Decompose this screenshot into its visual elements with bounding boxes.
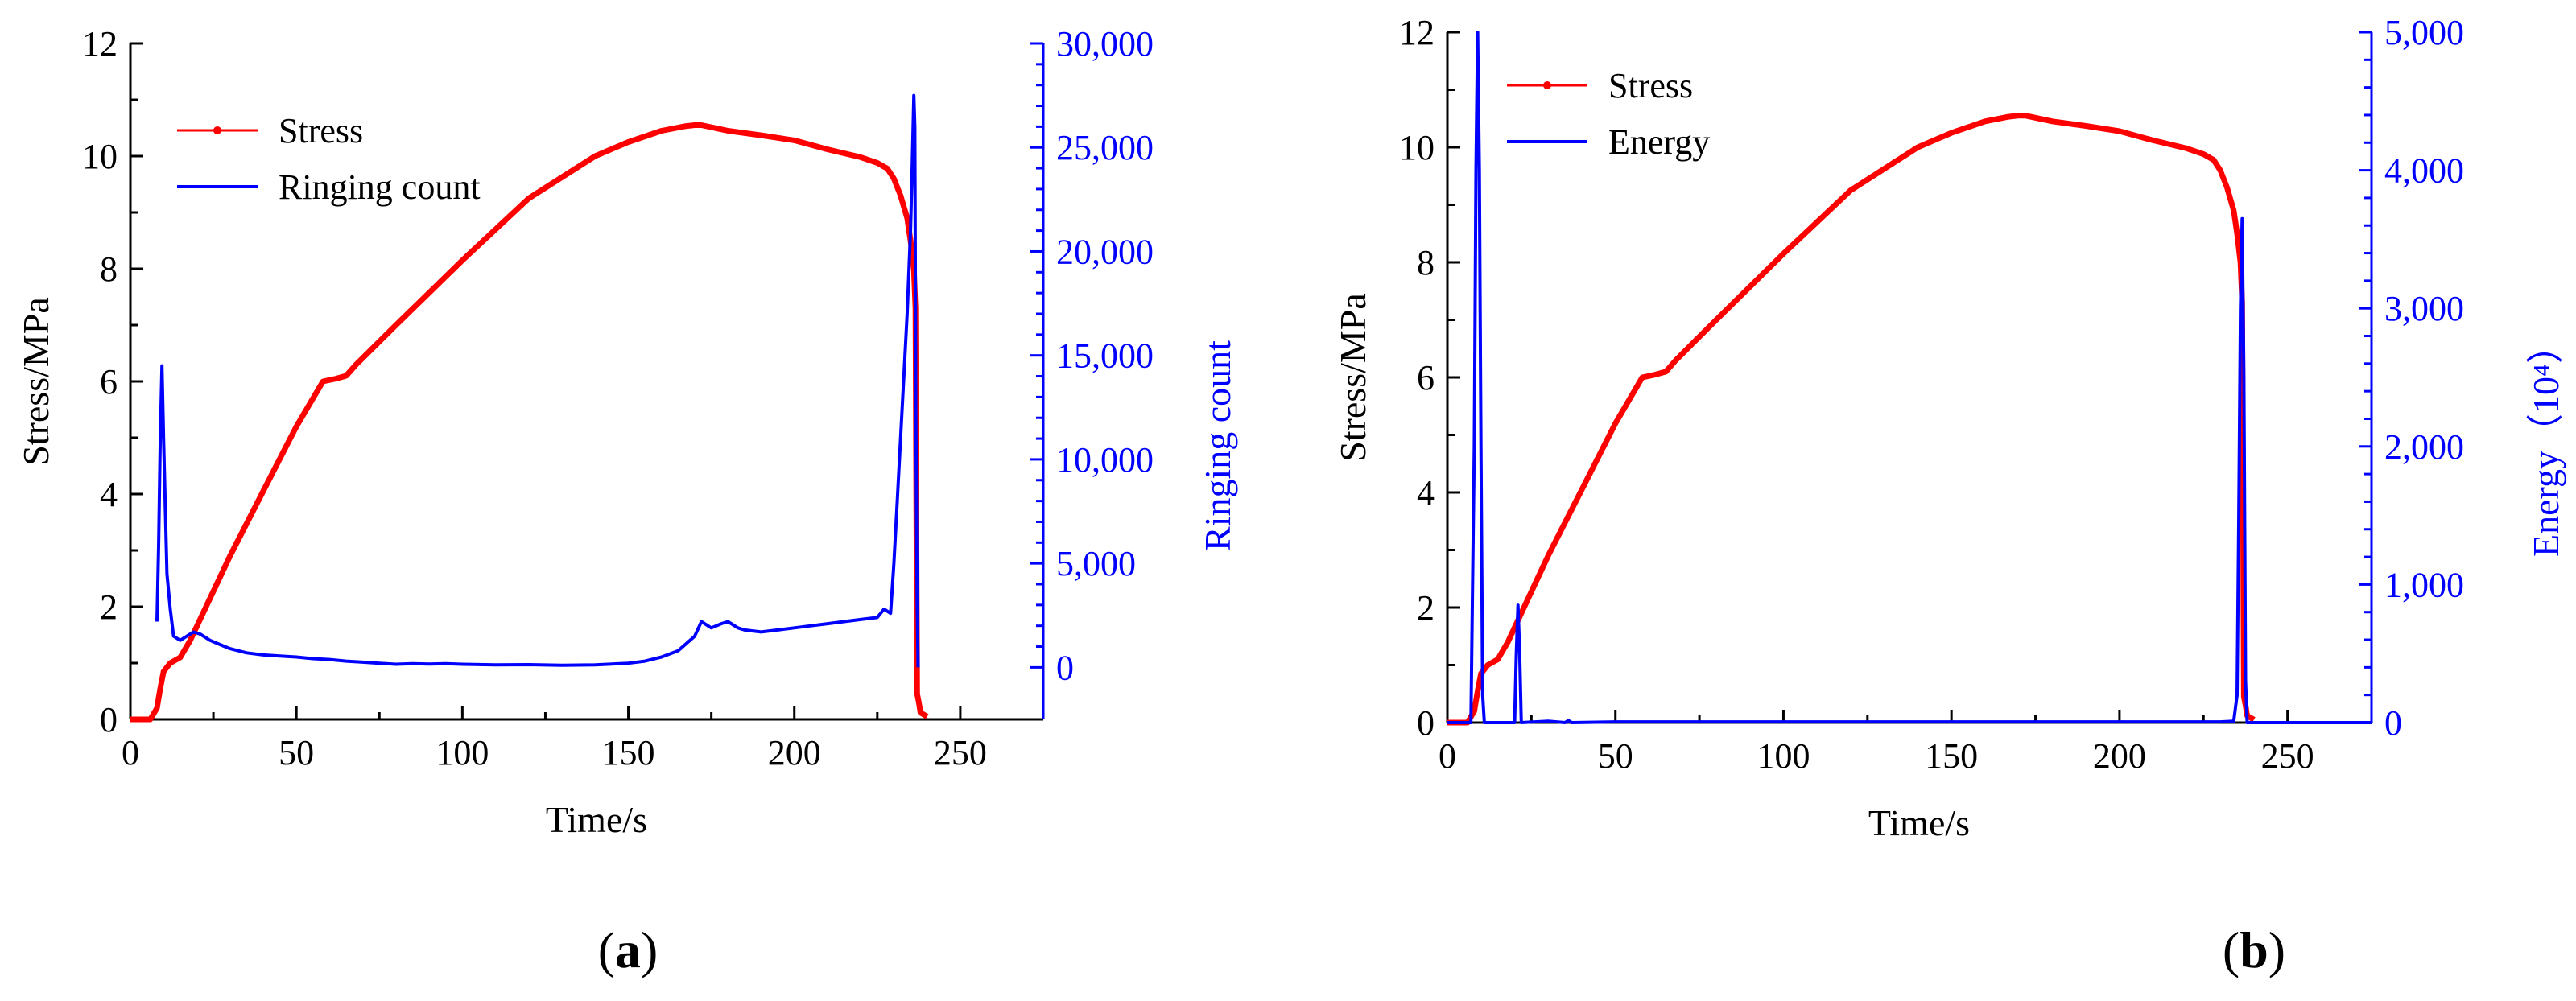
x-tick-label: 0	[122, 733, 139, 772]
y2-tick-label: 5,000	[1056, 544, 1136, 583]
y2-tick-label: 1,000	[2384, 565, 2464, 604]
x-tick-label: 100	[1757, 736, 1810, 776]
legend-label-stress: Stress	[279, 111, 363, 150]
y2-tick-label: 30,000	[1056, 24, 1154, 64]
legend-label-acoustic: Ringing count	[279, 167, 481, 207]
x-tick-label: 200	[2093, 736, 2146, 776]
y-tick-label: 0	[100, 700, 118, 739]
legend: Stress Ringing count	[177, 111, 481, 207]
x-tick-label: 50	[1598, 736, 1633, 776]
x-tick-label: 150	[1925, 736, 1978, 776]
panel-label-open-paren: (	[598, 921, 615, 978]
panel-label: (a)	[598, 921, 658, 978]
y-tick-label: 2	[1417, 588, 1435, 628]
y-tick-label: 4	[100, 475, 118, 514]
y-tick-label: 0	[1417, 703, 1435, 743]
panel-label: (b)	[2223, 921, 2285, 978]
x-tick-label: 250	[934, 733, 987, 772]
y-tick-label: 10	[1399, 128, 1435, 167]
x-tick-label: 200	[768, 733, 821, 772]
y2-tick-label: 0	[1056, 648, 1074, 687]
panel-label-letter: b	[2240, 921, 2268, 978]
legend: Stress Energy	[1507, 66, 1710, 162]
x-axis-title: Time/s	[1868, 802, 1970, 843]
ringing-count-line	[155, 93, 920, 668]
x-axis-title: Time/s	[546, 799, 647, 840]
x-tick-label: 0	[1439, 736, 1456, 776]
legend-marker-stress	[1543, 81, 1551, 89]
y2-tick-label: 10,000	[1056, 440, 1154, 480]
y-tick-label: 6	[1417, 358, 1435, 398]
panel-label-letter: a	[615, 921, 641, 978]
legend-label-acoustic: Energy	[1608, 122, 1710, 162]
stress-line	[130, 122, 929, 723]
chart-panel-b: 0 50 100 150 200 250 0 2 4 6 8 10 12 0 1,000 2,000 3,000…	[1332, 13, 2566, 978]
y-tick-label: 8	[1417, 243, 1435, 282]
y2-axis-title: Energy（10⁴）	[2525, 327, 2566, 557]
y-axis-title: Stress/MPa	[1332, 293, 1373, 462]
y2-tick-label: 25,000	[1056, 128, 1154, 167]
y2-axis-title: Ringing count	[1197, 340, 1238, 551]
panel-label-close-paren: )	[2268, 921, 2285, 978]
y2-tick-label: 15,000	[1056, 336, 1154, 376]
y2-tick-label: 3,000	[2384, 289, 2464, 328]
y-tick-label: 12	[82, 24, 118, 64]
x-tick-label: 250	[2261, 736, 2314, 776]
panel-label-open-paren: (	[2223, 921, 2240, 978]
y-tick-label: 12	[1399, 13, 1435, 52]
y-tick-label: 4	[1417, 473, 1435, 513]
y2-tick-label: 4,000	[2384, 151, 2464, 191]
chart-panel-a: 0 50 100 150 200 250 0 2 4 6 8 10 12 0 5,000 10,000 15,0…	[15, 24, 1238, 978]
y-tick-label: 8	[100, 249, 118, 289]
y2-tick-label: 20,000	[1056, 232, 1154, 271]
y2-tick-label: 2,000	[2384, 427, 2464, 467]
y-axis-title: Stress/MPa	[15, 297, 56, 466]
legend-label-stress: Stress	[1608, 66, 1693, 105]
panel-label-close-paren: )	[641, 921, 658, 978]
y2-tick-label: 5,000	[2384, 13, 2464, 52]
y-tick-label: 10	[82, 137, 118, 176]
x-tick-label: 50	[279, 733, 314, 772]
energy-line	[1447, 31, 2372, 724]
x-tick-label: 150	[602, 733, 655, 772]
x-tick-label: 100	[436, 733, 489, 772]
legend-marker-stress	[213, 126, 221, 134]
y2-tick-label: 0	[2384, 703, 2402, 743]
y-tick-label: 2	[100, 587, 118, 627]
y-tick-label: 6	[100, 362, 118, 402]
stress-line	[1447, 113, 2256, 726]
